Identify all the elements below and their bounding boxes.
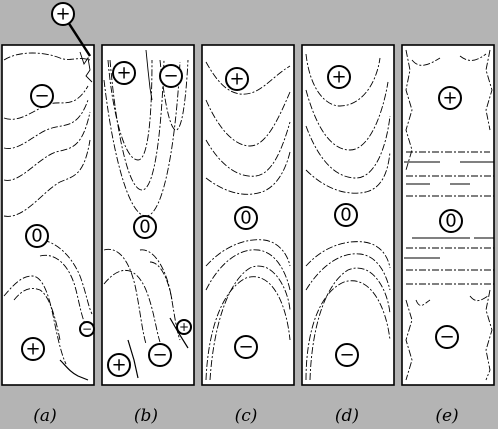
panel-e-marker-middle: 0 (439, 209, 463, 233)
panel-label-c: (c) (234, 406, 258, 426)
panel-b-frame (101, 44, 195, 386)
svg-text:+: + (116, 63, 131, 84)
svg-text:−: − (34, 86, 49, 107)
panel-c-marker-middle: 0 (234, 206, 258, 230)
panel-b-marker-lower-left: + (107, 353, 131, 377)
panel-a-leader-line (66, 21, 92, 57)
panel-a-marker-small: − (79, 321, 95, 337)
panel-e-marker-top: + (438, 86, 462, 110)
panel-b-marker-upper-left: + (112, 61, 136, 85)
panel-label-d: (d) (334, 406, 360, 426)
panel-d-frame (301, 44, 395, 386)
svg-text:+: + (331, 67, 346, 88)
svg-text:+: + (25, 339, 40, 360)
panel-e-marker-bottom: − (435, 325, 459, 349)
svg-text:0: 0 (31, 226, 42, 247)
svg-text:+: + (229, 69, 244, 90)
panel-a-marker-upper: − (30, 84, 54, 108)
panel-a-frame (1, 44, 95, 386)
panel-e-contours (404, 49, 494, 381)
panel-b-marker-small: + (176, 319, 192, 335)
panel-a: + − 0 − + (1, 2, 95, 386)
panel-c-marker-bottom: − (234, 335, 258, 359)
svg-text:−: − (238, 337, 253, 358)
panel-d: + 0 − (301, 44, 395, 386)
panel-label-b: (b) (133, 406, 159, 426)
svg-text:+: + (179, 320, 189, 334)
panel-d-marker-bottom: − (335, 343, 359, 367)
svg-text:0: 0 (445, 211, 456, 232)
panel-a-marker-top: + (51, 2, 75, 26)
panel-label-e: (e) (435, 406, 459, 426)
svg-text:+: + (55, 4, 70, 25)
panel-c: + 0 − (201, 44, 295, 386)
panel-b-marker-middle: 0 (133, 215, 157, 239)
svg-text:−: − (339, 345, 354, 366)
svg-text:−: − (152, 345, 167, 366)
panel-c-contours (205, 61, 291, 381)
panel-c-marker-top: + (225, 67, 249, 91)
panel-b-marker-upper-right: − (159, 64, 183, 88)
panel-e: + 0 − (401, 44, 495, 386)
svg-text:−: − (82, 322, 92, 336)
svg-text:+: + (442, 88, 457, 109)
panel-a-marker-lower: + (21, 337, 45, 361)
svg-text:0: 0 (240, 208, 251, 229)
panel-d-marker-top: + (327, 65, 351, 89)
svg-text:0: 0 (340, 205, 351, 226)
panel-b-marker-lower-right: − (148, 343, 172, 367)
panel-label-a: (a) (33, 406, 57, 426)
panel-d-contours (305, 53, 391, 381)
panel-b: + − 0 + − + (101, 44, 195, 386)
panel-c-frame (201, 44, 295, 386)
panel-e-frame (401, 44, 495, 386)
svg-text:0: 0 (139, 217, 150, 238)
panel-a-marker-middle: 0 (25, 224, 49, 248)
svg-text:−: − (439, 327, 454, 348)
svg-text:−: − (163, 66, 178, 87)
panel-d-marker-middle: 0 (334, 203, 358, 227)
svg-text:+: + (111, 355, 126, 376)
